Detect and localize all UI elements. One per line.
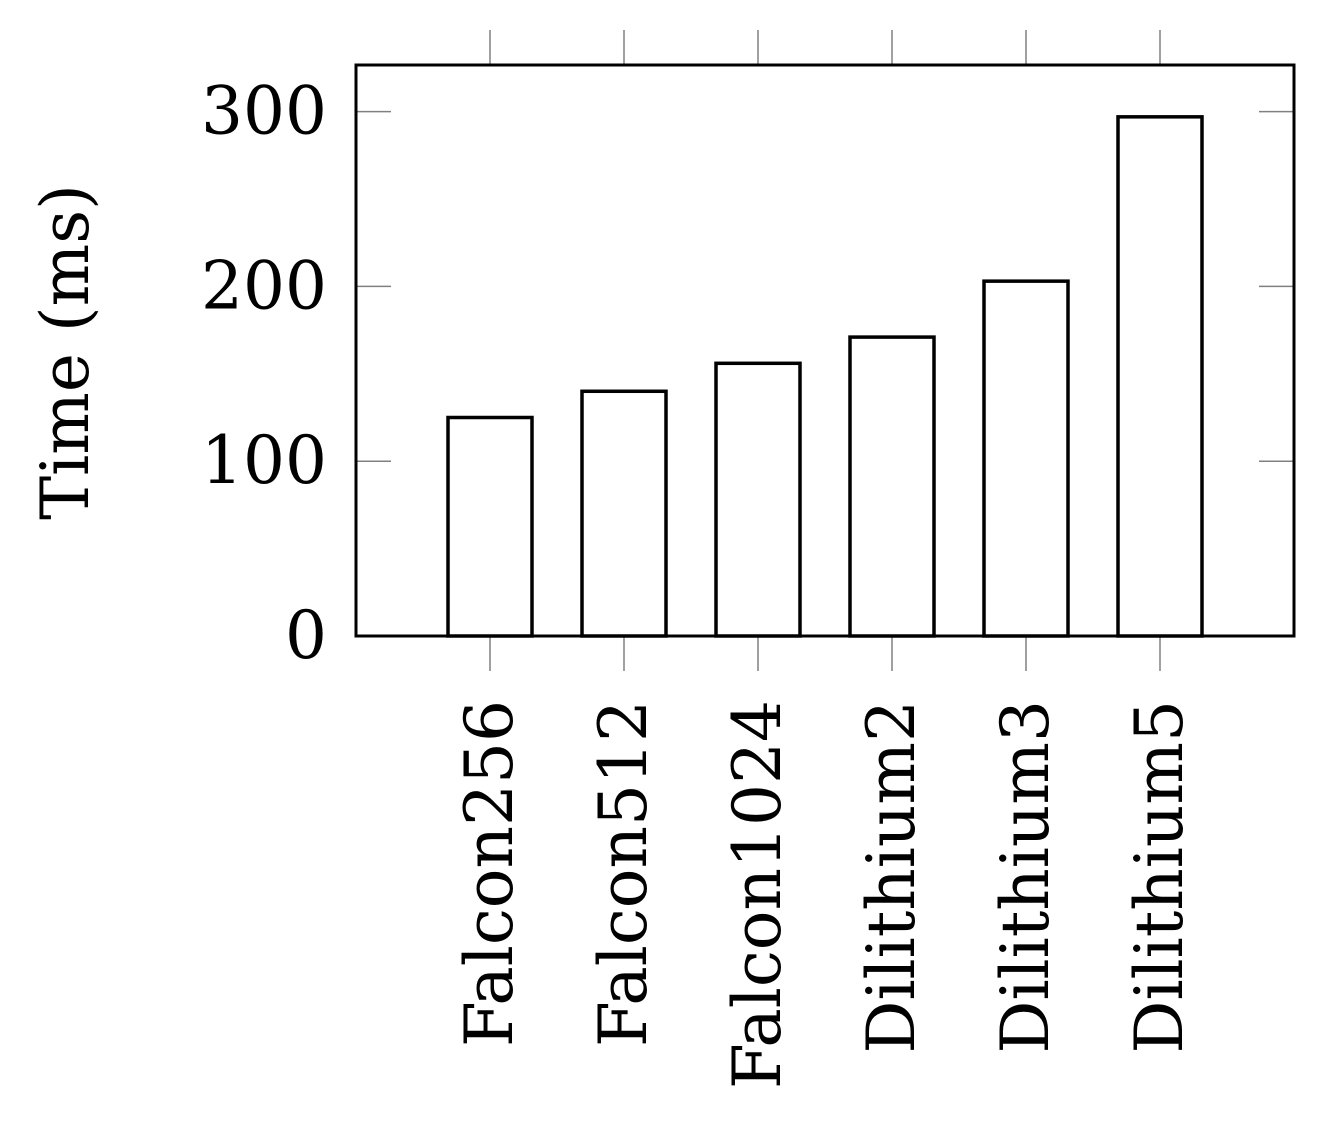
bar-dilithium2: [848, 335, 936, 638]
bar-falcon256: [446, 415, 534, 638]
x-tick-label: Dilithium2: [853, 700, 930, 1053]
y-tick-label: 300: [201, 73, 327, 150]
bar-dilithium3: [982, 279, 1070, 638]
y-tick-label: 0: [285, 597, 327, 674]
bar-falcon512: [580, 389, 668, 638]
x-tick-label: Falcon512: [585, 700, 662, 1047]
bars-layer: [446, 115, 1204, 638]
y-axis-label: Time (ms): [27, 184, 104, 520]
bar-dilithium5: [1116, 115, 1204, 638]
x-tick-label: Dilithium3: [987, 700, 1064, 1053]
x-tick-label: Dilithium5: [1121, 700, 1198, 1053]
y-tick-labels: 0 100 200 300: [201, 73, 327, 674]
x-tick-label: Falcon256: [451, 700, 528, 1047]
ticks-layer: [356, 30, 1294, 671]
plot-frame: [354, 63, 1296, 638]
x-tick-labels: Falcon256 Falcon512 Falcon1024 Dilithium2 Di…: [451, 700, 1198, 1089]
x-tick-label: Falcon1024: [719, 700, 796, 1089]
y-tick-label: 100: [201, 422, 327, 499]
y-tick-label: 200: [201, 247, 327, 324]
bar-falcon1024: [714, 361, 802, 638]
